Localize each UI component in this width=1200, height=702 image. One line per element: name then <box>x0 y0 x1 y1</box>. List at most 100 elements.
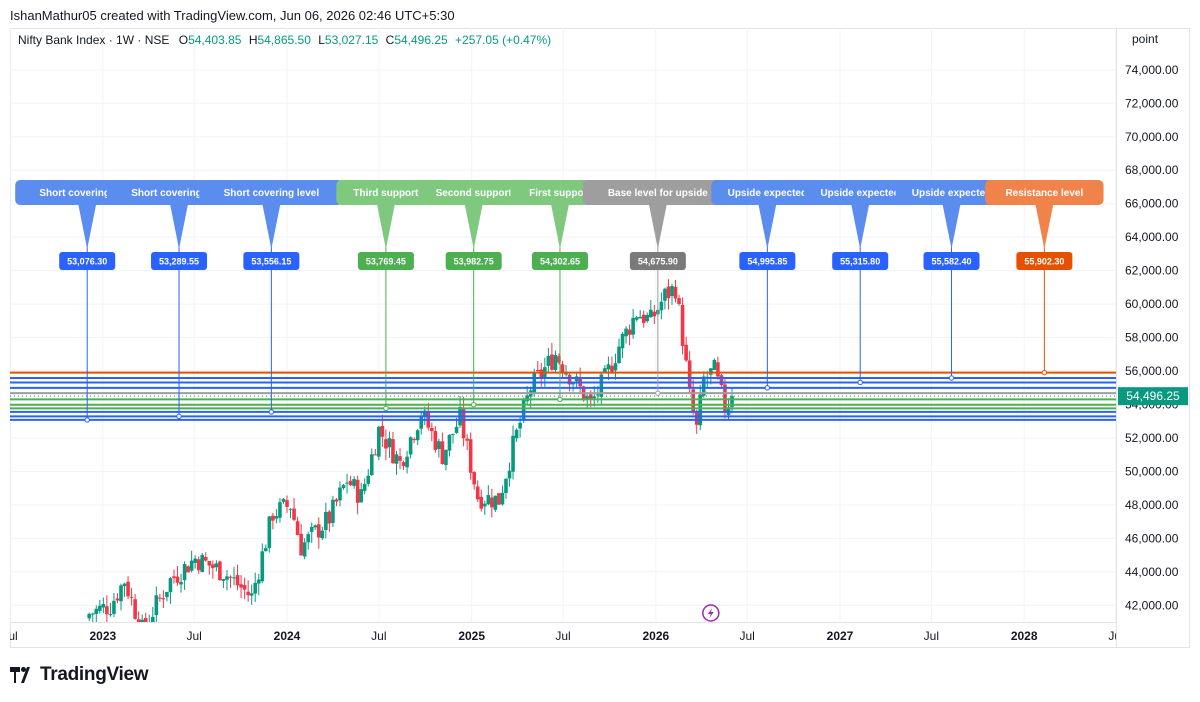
price-tick-label: 46,000.00 <box>1125 531 1179 545</box>
price-axis[interactable]: 42,000.00 44,000.00 46,000.00 48,000.00 50,0… <box>1116 28 1190 648</box>
candle-body <box>384 439 388 449</box>
candle-body <box>324 511 328 531</box>
candle-body <box>550 354 554 370</box>
candle-body <box>281 498 286 502</box>
price-tick-label: 60,000.00 <box>1125 297 1179 311</box>
time-tick-label: Jul <box>186 629 201 643</box>
time-tick-label: 2026 <box>642 629 669 643</box>
candle-body <box>571 383 575 385</box>
candle-body <box>698 394 703 426</box>
candle-body <box>408 437 413 455</box>
callout-pointer <box>758 204 777 249</box>
tradingview-logo-icon <box>10 667 30 683</box>
candle-body <box>101 604 106 608</box>
time-axis[interactable]: Jul 2023 Jul 2024 Jul 2025 Jul 2026 Jul 2027 Jul 20… <box>2 622 1124 649</box>
callout-pointer <box>78 204 97 249</box>
candle-body <box>557 356 561 363</box>
candle-body <box>306 534 310 543</box>
candle-body <box>232 577 236 579</box>
lightning-icon[interactable] <box>702 604 720 622</box>
time-axis-svg[interactable]: Jul 2023 Jul 2024 Jul 2025 Jul 2026 Jul 2027 Jul 20… <box>2 623 1123 649</box>
candle-body <box>514 429 519 439</box>
callout-value-badge <box>357 252 414 270</box>
candle-body <box>535 369 540 371</box>
open-label: O <box>178 33 189 47</box>
symbol-legend[interactable]: Nifty Bank Index · 1W · NSE O54,403.85 H… <box>18 33 551 47</box>
callout-bubble <box>199 180 344 205</box>
candle-body <box>129 596 134 598</box>
level-callout: First support 54,302.65 <box>510 180 610 403</box>
candle-body <box>475 486 480 500</box>
candle-body <box>677 298 681 304</box>
candle-body <box>648 309 653 318</box>
chart-credit-line: IshanMathur05 created with TradingView.c… <box>10 8 455 23</box>
candle-body <box>634 317 639 320</box>
candle-body <box>525 395 529 402</box>
high-value: 54,865.50 <box>257 33 311 47</box>
candle-body <box>588 394 593 400</box>
candle-body <box>673 286 678 299</box>
candle-body <box>490 497 494 508</box>
candle-body <box>401 462 406 467</box>
plot-area[interactable]: Short covering level 53,076.30 Short cover… <box>9 28 1117 639</box>
callout-pointer <box>550 204 569 249</box>
candle-body <box>313 525 318 528</box>
candle-body <box>320 530 325 539</box>
callout-anchor-dot <box>470 402 477 408</box>
time-tick-label: Jul <box>555 629 570 643</box>
close-label: C <box>385 33 395 47</box>
callout-value-badge <box>531 252 588 270</box>
candle-body <box>398 456 402 461</box>
candle-body <box>189 560 194 571</box>
scale-mode-button[interactable]: point <box>1132 32 1159 46</box>
candle-body <box>624 328 628 337</box>
candle-body <box>309 526 314 532</box>
lightning-icon-bolt <box>707 608 714 618</box>
callout-anchor-dot <box>557 396 563 403</box>
time-tick-label: 2024 <box>274 629 301 643</box>
callout-value: 53,289.55 <box>159 257 199 267</box>
candle-body <box>288 508 293 510</box>
candle-body <box>264 548 268 552</box>
callout-pointer <box>1035 204 1054 249</box>
candle-body <box>165 591 169 598</box>
close-value: 54,496.25 <box>394 33 448 47</box>
level-callout: Resistance level 55,902.30 <box>985 180 1104 376</box>
candle-body <box>267 516 272 549</box>
candle-body <box>172 576 176 579</box>
price-axis-svg[interactable]: 42,000.00 44,000.00 46,000.00 48,000.00 50,0… <box>1117 28 1191 648</box>
callout-anchor-dot <box>948 375 955 381</box>
candle-body <box>479 496 484 509</box>
candle-body <box>348 480 353 486</box>
candle-body <box>200 554 205 573</box>
callout-value-badge <box>629 252 686 270</box>
callout-value-badge <box>1016 252 1073 270</box>
tradingview-logo[interactable]: TradingView <box>10 664 149 686</box>
callout-pointer <box>648 204 667 249</box>
candle-body <box>684 344 688 361</box>
candle-body <box>274 516 279 519</box>
change-value: +257.05 (+0.47%) <box>455 33 552 47</box>
candle-body <box>352 479 356 486</box>
candle-body <box>221 579 226 582</box>
price-tick-label: 58,000.00 <box>1125 331 1179 345</box>
time-tick-label: Jul <box>10 629 18 643</box>
time-tick-label: 2025 <box>458 629 485 643</box>
candle-body <box>331 499 335 523</box>
callout-value-badge <box>832 252 889 270</box>
candle-body <box>387 438 392 448</box>
level-callout: Upside expected 54,995.85 <box>711 180 824 391</box>
candle-body <box>299 533 303 556</box>
candle-body <box>316 524 321 538</box>
candle-body <box>444 449 448 466</box>
candle-body <box>497 493 501 505</box>
callout-value: 55,315.80 <box>840 257 880 267</box>
candle-body <box>98 605 102 611</box>
candle-body <box>161 598 166 600</box>
price-tick-label: 56,000.00 <box>1125 364 1179 378</box>
candle-body <box>260 551 265 582</box>
callout-bubble <box>711 180 824 205</box>
candle-body <box>486 495 491 505</box>
candle-body <box>108 614 113 616</box>
